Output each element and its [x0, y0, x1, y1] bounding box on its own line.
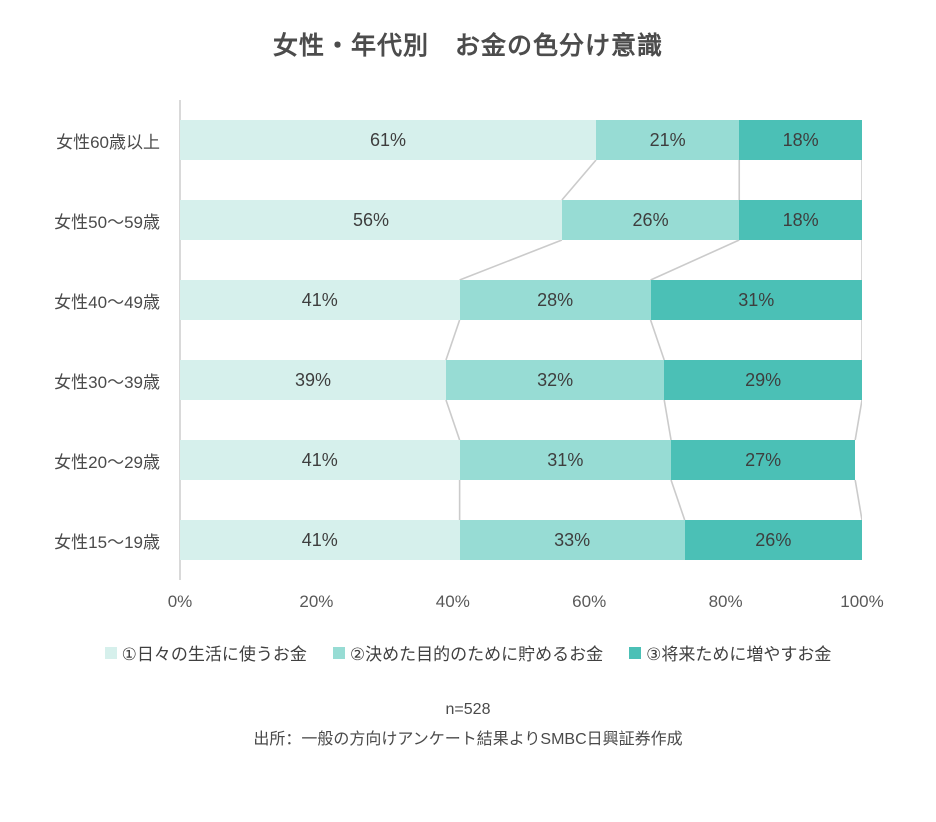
- y-axis-line: [179, 100, 181, 580]
- bar-segment: 31%: [650, 280, 862, 320]
- category-label: 女性40〜49歳: [54, 292, 160, 312]
- bar-segment: 21%: [596, 120, 740, 160]
- data-label: 26%: [632, 209, 669, 230]
- legend-item-future-growth: ③将来ために増やすお金: [629, 640, 831, 665]
- connector-line: [854, 399, 862, 441]
- legend-label-future-growth: ③将来ために増やすお金: [646, 645, 832, 664]
- x-tick-label: 20%: [299, 592, 334, 611]
- bar-row: 41% 31% 27%: [180, 440, 862, 480]
- category-labels: 女性60歳以上 女性50〜59歳 女性40〜49歳 女性30〜39歳 女性20〜29歳女…: [0, 100, 170, 580]
- bar-segment: 29%: [664, 360, 862, 400]
- category-label: 女性60歳以上: [56, 132, 160, 152]
- source-note: 出所：一般の方向けアンケート結果よりSMBC日興証券作成: [253, 731, 683, 748]
- plot-area: 61% 21% 18% 56% 26% 18% 41% 28% 31% 39% 32% 29% 41% 3…: [179, 100, 862, 580]
- data-label: 41%: [301, 289, 338, 310]
- data-label: 28%: [537, 289, 574, 310]
- connector-line: [459, 239, 563, 281]
- connector-line: [561, 159, 597, 201]
- data-label: 31%: [547, 449, 584, 470]
- bar-segment: 26%: [684, 520, 862, 560]
- data-label: 41%: [301, 449, 338, 470]
- bar-row: 56% 26% 18%: [180, 200, 862, 240]
- category-label: 女性15〜19歳: [54, 532, 160, 552]
- bar-row: 41% 33% 26%: [180, 520, 862, 560]
- data-label: 21%: [649, 129, 686, 150]
- series-connector-lines: [445, 159, 862, 521]
- x-tick-label: 0%: [167, 592, 193, 611]
- bar-segment: 28%: [459, 280, 651, 320]
- chart-title: 女性・年代別 お金の色分け意識: [272, 32, 663, 60]
- legend: ①日々の生活に使うお金 ②決めた目的のために貯めるお金 ③将来ために増やすお金: [0, 640, 936, 665]
- bar-segment: 32%: [445, 360, 665, 400]
- legend-swatch-future-growth: [629, 646, 642, 659]
- data-label: 18%: [782, 209, 819, 230]
- data-label: 18%: [782, 129, 819, 150]
- connector-line: [650, 239, 740, 281]
- sample-size: n=528: [445, 701, 491, 718]
- legend-label-purpose-saving: ②決めた目的のために貯めるお金: [349, 645, 604, 664]
- bar-segment: 61%: [180, 120, 597, 160]
- data-label: 39%: [294, 369, 331, 390]
- bar-segment: 31%: [459, 440, 672, 480]
- category-label: 女性50〜59歳: [54, 212, 160, 232]
- bar-segment: 33%: [459, 520, 685, 560]
- connector-line: [670, 479, 686, 521]
- bar-row: 61% 21% 18%: [180, 120, 862, 160]
- connector-line: [445, 319, 461, 361]
- bar-segment: 41%: [180, 520, 460, 560]
- bar-segment: 26%: [561, 200, 740, 240]
- bar-row: 39% 32% 29%: [180, 360, 862, 400]
- legend-item-purpose-saving: ②決めた目的のために貯めるお金: [332, 640, 604, 665]
- legend-swatch-daily: [104, 646, 117, 659]
- data-label: 41%: [301, 529, 338, 550]
- footnotes: n=528 出所：一般の方向けアンケート結果よりSMBC日興証券作成: [0, 701, 936, 749]
- x-tick-label: 80%: [708, 592, 743, 611]
- x-tick-label: 60%: [572, 592, 607, 611]
- connector-line: [663, 399, 672, 441]
- x-tick-label: 40%: [435, 592, 470, 611]
- stacked-bar-chart: 女性60歳以上 女性50〜59歳 女性40〜49歳 女性30〜39歳 女性20〜29歳女…: [0, 100, 936, 611]
- data-label: 26%: [755, 529, 792, 550]
- bar-segment: 39%: [180, 360, 446, 400]
- connector-line: [649, 319, 665, 361]
- legend-label-daily: ①日々の生活に使うお金: [121, 645, 307, 664]
- data-label: 33%: [554, 529, 591, 550]
- bar-segment: 27%: [671, 440, 856, 480]
- data-label: 29%: [745, 369, 782, 390]
- legend-swatch-purpose-saving: [332, 646, 345, 659]
- bar-row: 41% 28% 31%: [180, 280, 862, 320]
- legend-item-daily: ①日々の生活に使うお金: [104, 640, 307, 665]
- data-label: 56%: [352, 209, 389, 230]
- category-label: 女性30〜39歳: [54, 372, 160, 392]
- data-label: 31%: [738, 289, 775, 310]
- bar-segment: 56%: [180, 200, 562, 240]
- data-label: 27%: [745, 449, 782, 470]
- bar-segment: 18%: [739, 200, 862, 240]
- category-label: 女性20〜29歳: [54, 452, 160, 472]
- bar-segment: 41%: [180, 440, 460, 480]
- connector-line: [854, 479, 862, 521]
- bar-segment: 41%: [180, 280, 460, 320]
- data-label: 61%: [369, 129, 407, 150]
- data-label: 32%: [537, 369, 574, 390]
- connector-line: [445, 399, 461, 441]
- x-tick-label: 100%: [840, 592, 884, 611]
- chart-page: 女性・年代別 お金の色分け意識 女性60歳以上 女性50〜59歳 女性40〜49歳女…: [0, 26, 936, 822]
- bar-segment: 18%: [739, 120, 862, 160]
- x-axis-ticks: 0% 20% 40% 60% 80% 100%: [168, 592, 884, 616]
